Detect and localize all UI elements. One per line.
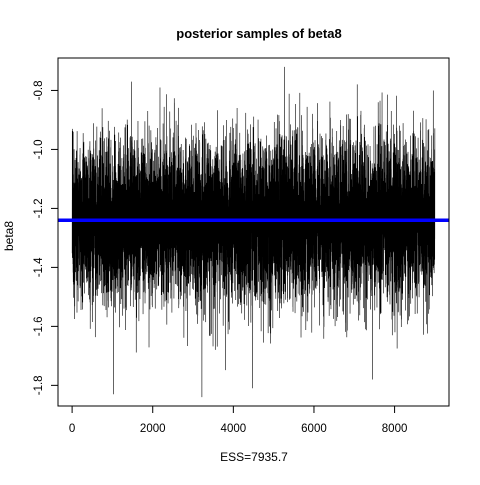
y-tick-label: -1.2 [33, 198, 45, 218]
trace-line [71, 66, 436, 398]
chart-title: posterior samples of beta8 [176, 26, 341, 41]
x-axis-label: ESS=7935.7 [220, 450, 288, 464]
x-tick-label: 8000 [382, 423, 408, 435]
y-axis-label: beta8 [2, 221, 16, 251]
x-tick-label: 6000 [301, 423, 327, 435]
y-tick-label: -0.8 [33, 81, 45, 101]
y-tick-label: -1.8 [33, 375, 45, 395]
y-tick-label: -1.6 [33, 316, 45, 336]
x-axis: 0 2000 4000 6000 8000 [69, 405, 408, 435]
x-tick-label: 2000 [140, 423, 166, 435]
x-tick-label: 4000 [221, 423, 247, 435]
y-tick-label: -1.4 [33, 257, 45, 277]
y-axis: -1.8 -1.6 -1.4 -1.2 -1.0 -0.8 [33, 81, 59, 395]
y-tick-label: -1.0 [33, 140, 45, 160]
x-tick-label: 0 [69, 423, 75, 435]
trace-series [71, 66, 436, 398]
